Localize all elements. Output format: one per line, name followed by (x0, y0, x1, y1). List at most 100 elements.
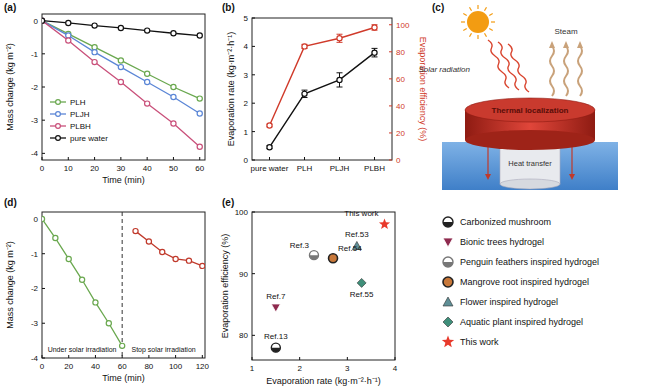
marker (302, 44, 307, 49)
tick (252, 131, 255, 132)
marker (271, 343, 280, 352)
marker (118, 58, 123, 63)
marker-shape (145, 79, 150, 84)
marker (79, 277, 84, 282)
marker-shape (92, 23, 97, 28)
marker (173, 256, 178, 261)
tick (299, 357, 300, 360)
tick-label: 0 (396, 156, 401, 165)
tick (389, 51, 392, 52)
tick (42, 253, 45, 254)
tick-label: 60 (396, 75, 405, 84)
tick-label: 0 (40, 362, 45, 371)
marker-shape (146, 239, 151, 244)
tick-label: 2 (297, 364, 302, 373)
marker (171, 31, 176, 36)
heat-column-base (500, 179, 560, 189)
marker-shape (171, 94, 176, 99)
marker (271, 304, 280, 312)
tick (120, 157, 121, 160)
plot-frame (252, 212, 395, 360)
marker-shape (337, 77, 342, 82)
marker (145, 79, 150, 84)
marker (200, 263, 205, 268)
marker-shape (197, 111, 202, 116)
steam-arrowhead (549, 41, 555, 48)
tick-label: -4 (31, 149, 39, 158)
series-line (42, 219, 122, 346)
steam-arrowhead (577, 41, 583, 48)
marker (66, 20, 71, 25)
tick (42, 87, 45, 88)
tick-label: 40 (396, 102, 405, 111)
sun (467, 11, 489, 33)
tick (252, 335, 255, 336)
tick (374, 157, 375, 160)
sun-ray (461, 21, 465, 22)
marker-shape (443, 217, 453, 227)
marker (42, 18, 45, 23)
tick (269, 157, 270, 160)
panel-label: (d) (4, 197, 17, 208)
tick (389, 24, 392, 25)
legend-marker (443, 217, 453, 227)
tick-label: 100 (169, 362, 183, 371)
tick-label: -4 (31, 354, 39, 363)
error-cap (337, 34, 343, 35)
heat-arrowhead (485, 174, 491, 180)
marker-shape (118, 25, 123, 30)
axis-title: Evaporation efficiency (%) (220, 234, 230, 338)
legend-marker (443, 277, 453, 287)
legend-label: pure water (70, 134, 108, 143)
tick-label: 0 (34, 17, 39, 26)
legend-label: Bionic trees hydrogel (460, 237, 544, 247)
legend-label: PLBH (70, 122, 91, 131)
absorber-bottom (465, 130, 595, 150)
tick-label: 60 (118, 362, 127, 371)
marker (186, 258, 191, 263)
marker-shape (443, 277, 453, 287)
tick-label: -2 (31, 83, 39, 92)
marker (379, 218, 390, 229)
marker-shape (197, 144, 202, 149)
error-bar (337, 73, 343, 87)
legend-marker (56, 124, 61, 129)
marker (197, 144, 202, 149)
marker (53, 235, 58, 240)
marker-shape (271, 348, 280, 353)
marker (309, 251, 318, 260)
marker-shape (118, 79, 123, 84)
legend-label: Flower inspired hydrogel (460, 297, 558, 307)
radiation-wave (498, 42, 519, 90)
radiation-wave (508, 44, 529, 92)
tick (252, 357, 253, 360)
error-cap (337, 87, 343, 88)
marker-shape (302, 91, 307, 96)
legend-label: Aquatic plant inspired hydrogel (460, 317, 583, 327)
tick-label: 100 (396, 21, 410, 30)
steam (564, 46, 568, 96)
marker-shape (92, 50, 97, 55)
marker (42, 18, 45, 23)
marker-shape (93, 300, 98, 305)
absorber-top (465, 98, 595, 122)
tick (42, 120, 45, 121)
marker-shape (42, 18, 45, 23)
marker-shape (106, 321, 111, 326)
tick-label: -1 (31, 250, 39, 259)
tick-label: 90 (239, 270, 248, 279)
tick (252, 103, 255, 104)
legend-label: PLH (70, 98, 86, 107)
tick (252, 160, 255, 161)
marker-shape (309, 251, 318, 260)
panel-label: (a) (4, 2, 16, 13)
tick (202, 355, 203, 358)
error-bar (302, 90, 308, 97)
sun-ray (463, 14, 466, 16)
legend-marker (443, 257, 453, 267)
marker-shape (66, 20, 71, 25)
marker-shape (56, 124, 61, 129)
axis-title: Evaporation rate (kg·m⁻²·h⁻¹) (226, 32, 236, 147)
tick (252, 18, 255, 19)
marker-shape (42, 18, 45, 23)
